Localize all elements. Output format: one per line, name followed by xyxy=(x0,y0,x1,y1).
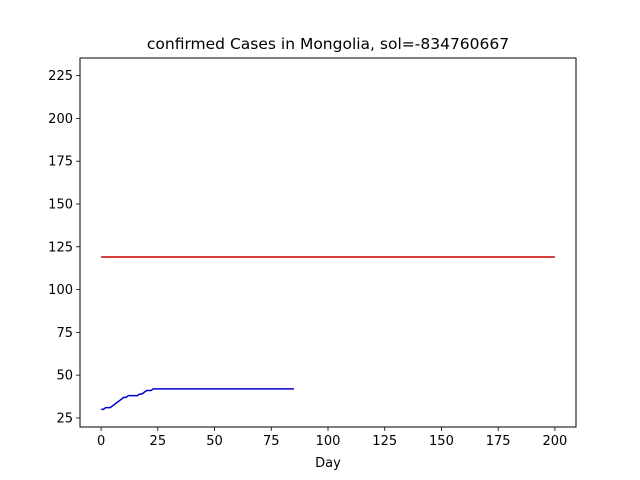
x-tick-label: 175 xyxy=(486,434,511,449)
y-tick-label: 225 xyxy=(48,69,73,84)
x-tick-label: 125 xyxy=(372,434,397,449)
x-axis-label: Day xyxy=(315,456,341,471)
plot-frame xyxy=(79,57,577,428)
x-axis: 0 25 50 75 100 125 150 175 200 xyxy=(97,427,567,449)
x-tick-label: 0 xyxy=(97,434,105,449)
chart-title: confirmed Cases in Mongolia, sol=-834760… xyxy=(147,35,509,53)
x-tick-label: 50 xyxy=(206,434,223,449)
y-axis: 25 50 75 100 125 150 175 200 225 xyxy=(48,69,80,426)
y-tick-label: 50 xyxy=(56,369,73,384)
y-tick-label: 150 xyxy=(48,197,73,212)
y-tick-label: 200 xyxy=(48,112,73,127)
y-tick-label: 175 xyxy=(48,155,73,170)
x-tick-label: 25 xyxy=(150,434,167,449)
x-tick-label: 200 xyxy=(542,434,567,449)
y-tick-label: 75 xyxy=(56,326,73,341)
series-line-confirmed xyxy=(101,388,294,411)
x-tick-label: 150 xyxy=(429,434,454,449)
y-tick-label: 125 xyxy=(48,240,73,255)
y-tick-label: 25 xyxy=(56,411,73,426)
x-tick-label: 75 xyxy=(263,434,280,449)
x-tick-label: 100 xyxy=(316,434,341,449)
y-tick-label: 100 xyxy=(48,283,73,298)
plot-lines xyxy=(101,256,555,411)
